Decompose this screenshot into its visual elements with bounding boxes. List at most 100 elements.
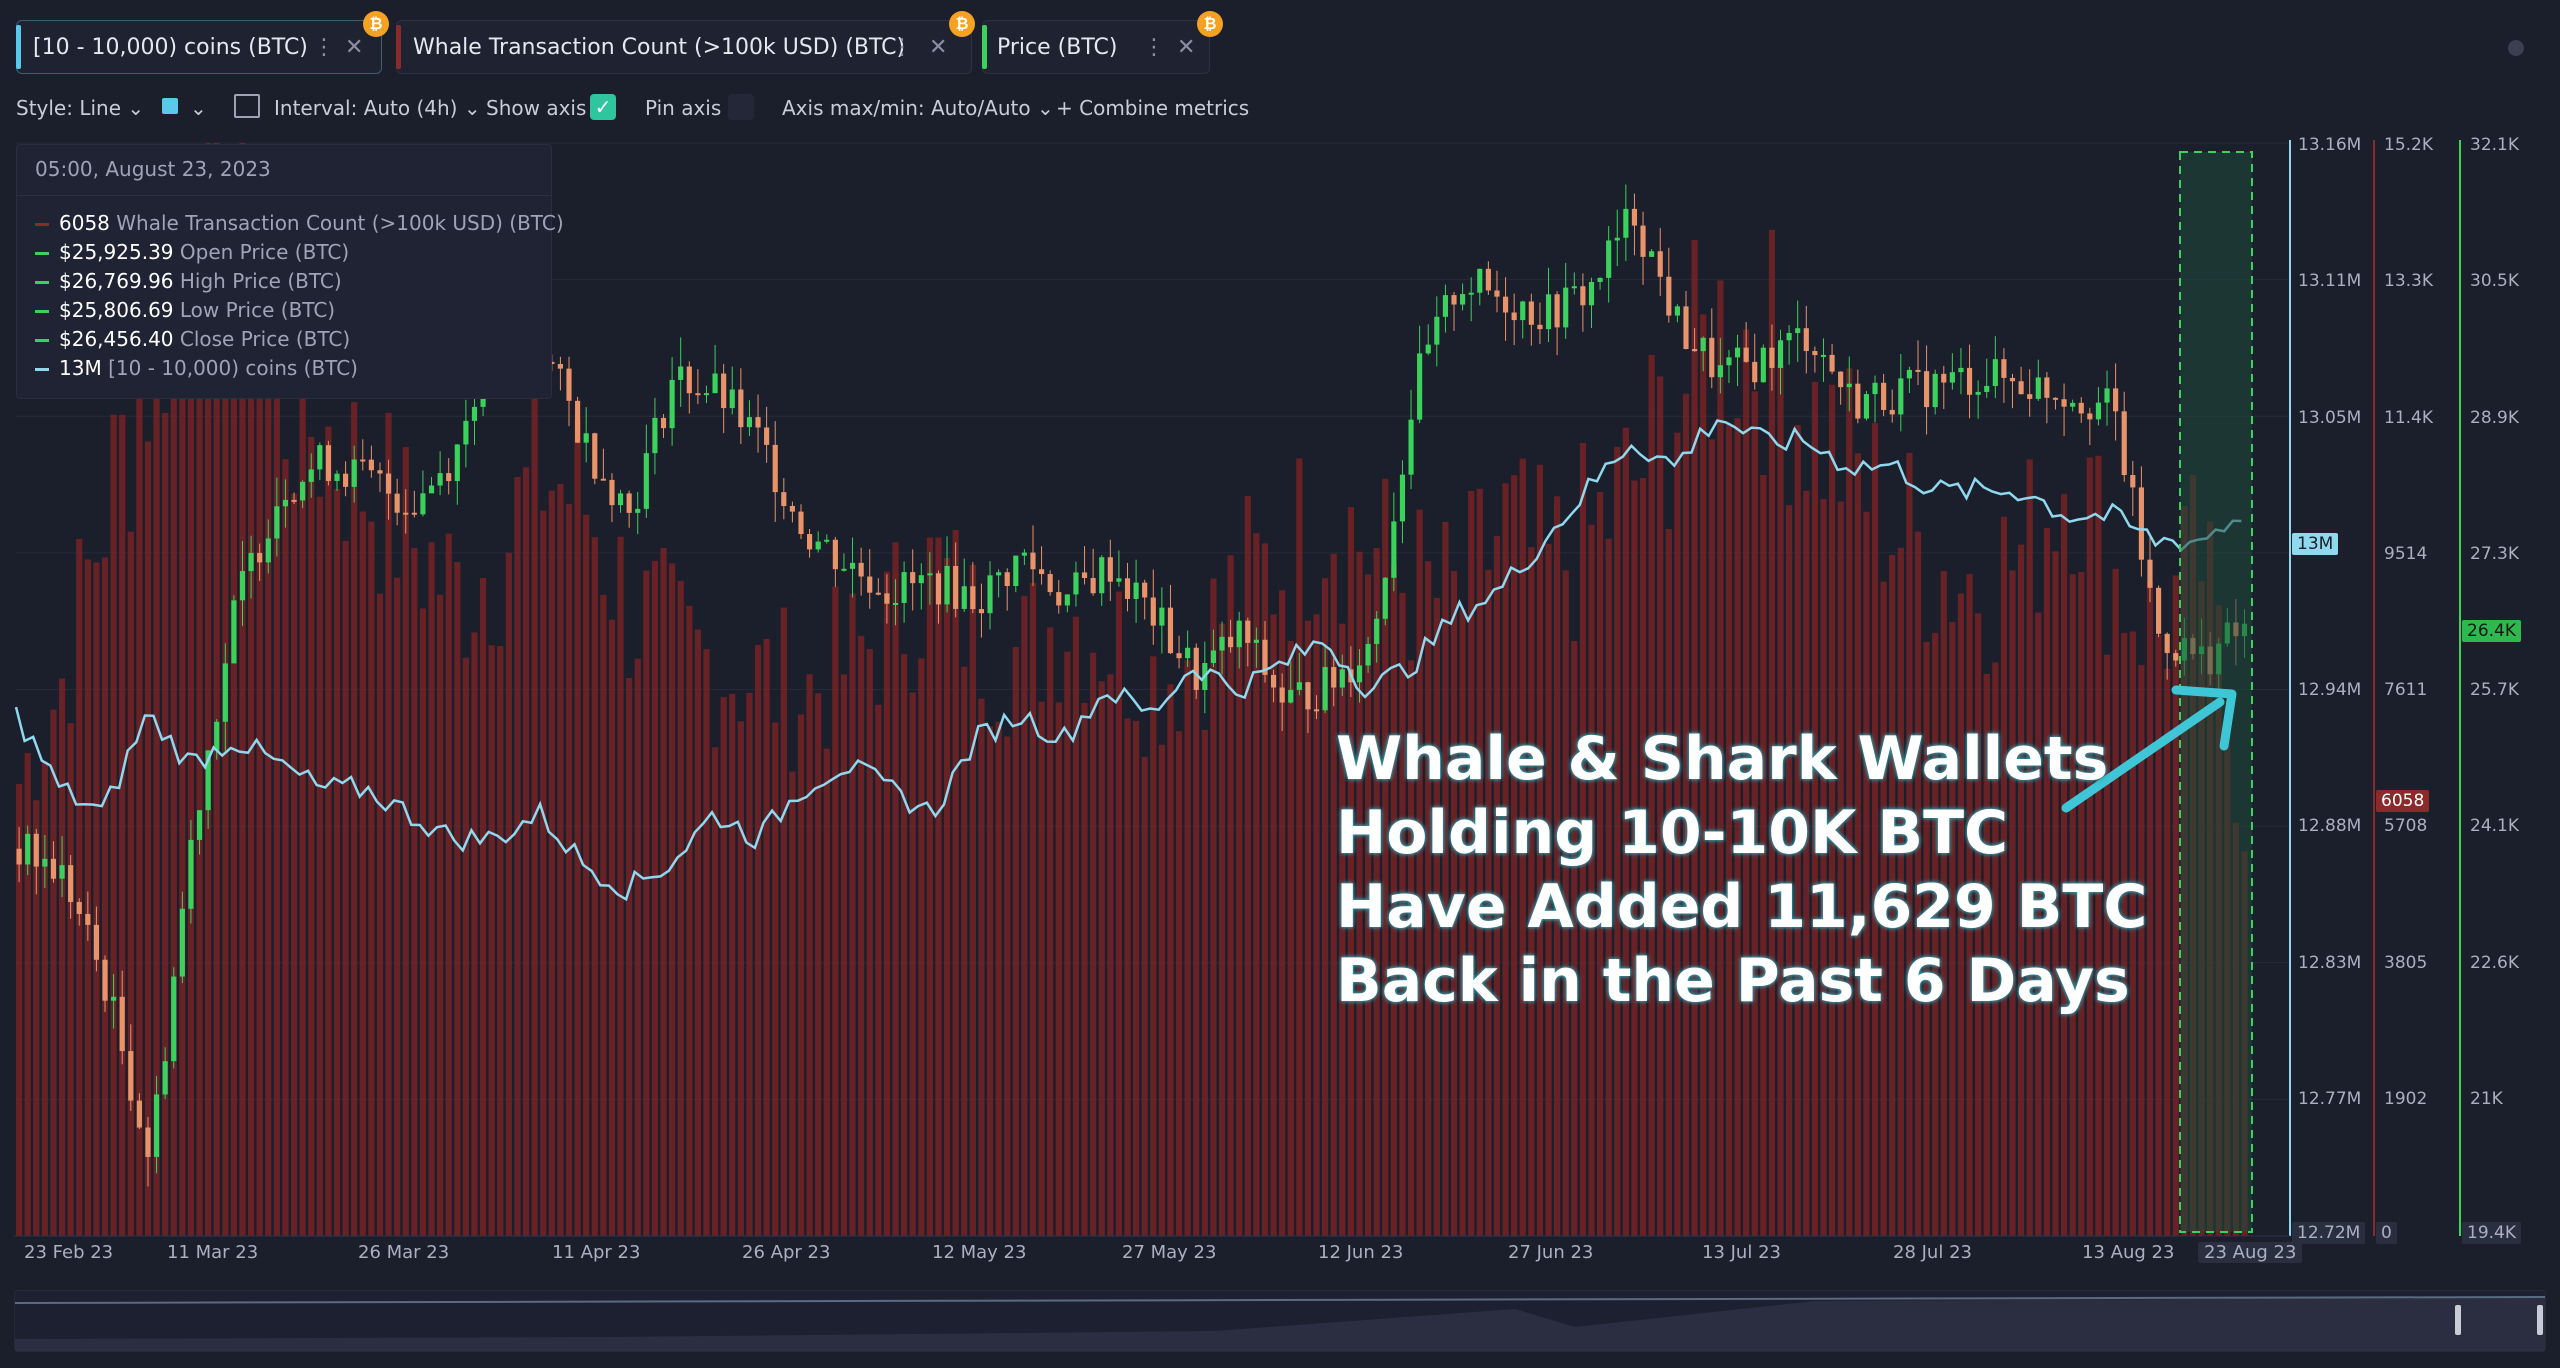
price-candle [2070, 399, 2076, 412]
price-candle [2147, 536, 2153, 603]
whale-tx-bar [359, 511, 366, 1236]
kebab-icon[interactable]: ⋮ [891, 34, 913, 60]
x-tick: 27 May 23 [1122, 1242, 1217, 1263]
price-candle [214, 719, 220, 760]
whale-tx-bar [1794, 425, 1801, 1236]
tab-price[interactable]: Price (BTC) ⋮ ✕ ₿ [982, 11, 1223, 74]
style-selector[interactable]: Style: Line ⌄ [16, 96, 145, 120]
whale-tx-bar [222, 311, 229, 1237]
price-candle [1820, 338, 1827, 382]
whale-tx-bar [24, 753, 31, 1236]
whale-tx-bar [1605, 538, 1612, 1236]
whale-tx-bar [522, 467, 530, 1236]
price-candle [669, 357, 675, 446]
whale-tx-bar [479, 578, 487, 1236]
whale-tx-bar [385, 412, 392, 1236]
whale-tx-bar [1751, 391, 1758, 1237]
range-navigator[interactable] [14, 1290, 2546, 1352]
price-candle [849, 537, 856, 598]
price-candle [772, 421, 778, 522]
whale-tick: 0 [2376, 1222, 2397, 1244]
price-candle [1958, 347, 1964, 395]
whale-tx-bar [754, 644, 762, 1236]
tooltip-value: $25,925.39 [59, 240, 174, 264]
whale-tx-bar [1261, 543, 1269, 1236]
coins-tick: 13.05M [2298, 408, 2362, 428]
price-candle [1941, 365, 1947, 410]
price-candle [1992, 336, 1998, 399]
pin-axis-checkbox[interactable] [728, 94, 754, 120]
price-candle [1399, 460, 1406, 544]
whale-tx-bar [918, 658, 925, 1236]
whale-tx-bar [1356, 551, 1363, 1236]
price-candle [678, 337, 684, 407]
whale-tx-bar [1364, 574, 1372, 1236]
whale-tx-bar [815, 693, 822, 1236]
whale-tx-bar [119, 414, 126, 1236]
price-candle [68, 855, 74, 919]
close-icon[interactable]: ✕ [929, 34, 948, 60]
price-candle [1253, 627, 1259, 668]
close-icon[interactable]: ✕ [345, 34, 364, 60]
whale-tx-bar [1579, 442, 1586, 1237]
interval-selector[interactable]: Interval: Auto (4h) ⌄ [274, 96, 481, 120]
price-candle [1210, 629, 1217, 668]
tab-whale-tx[interactable]: Whale Transaction Count (>100k USD) (BTC… [396, 11, 975, 74]
price-candle [42, 835, 48, 888]
kebab-icon[interactable]: ⋮ [1143, 34, 1165, 60]
price-candle [2164, 632, 2170, 680]
navigator-handle-right[interactable] [2537, 1305, 2543, 1335]
whale-tx-bar [1287, 640, 1294, 1236]
whale-tick: 11.4K [2384, 408, 2433, 428]
price-candle [300, 480, 306, 509]
whale-tx-bar [1038, 701, 1045, 1236]
x-tick: 26 Apr 23 [742, 1242, 831, 1263]
close-icon[interactable]: ✕ [1177, 34, 1196, 60]
chevron-down-icon[interactable]: ⌄ [190, 96, 207, 120]
axis-maxmin-selector[interactable]: Axis max/min: Auto/Auto ⌄ [782, 96, 1054, 120]
whale-tx-bar [1339, 623, 1346, 1236]
price-candle [248, 535, 254, 599]
combine-metrics-button[interactable]: + Combine metrics [1056, 96, 1249, 120]
whale-tx-bar [986, 726, 994, 1236]
price-candle [841, 553, 847, 572]
tooltip-name: Close Price (BTC) [179, 327, 351, 351]
whale-tx-bar [505, 552, 512, 1236]
price-candle [1219, 621, 1225, 675]
price-candle [1846, 356, 1852, 412]
price-candle [463, 399, 469, 468]
navigator-handle-left[interactable] [2455, 1305, 2461, 1335]
price-candle [1356, 649, 1363, 703]
tooltip-row: $26,769.96 High Price (BTC) [35, 269, 342, 293]
whale-tx-bar [1141, 756, 1148, 1236]
price-candle [1528, 293, 1534, 346]
kebab-icon[interactable]: ⋮ [313, 34, 335, 60]
price-candle [2156, 585, 2162, 638]
whale-tx-bar [179, 264, 186, 1236]
show-axis-checkbox[interactable]: ✓ [590, 94, 616, 120]
coins-tick: 12.94M [2298, 680, 2362, 700]
whale-tx-bar [299, 293, 306, 1236]
price-candle [2095, 387, 2102, 426]
whale-tx-bar [1107, 674, 1114, 1236]
whale-tx-bar [488, 645, 495, 1236]
price-candle [128, 1024, 134, 1111]
color-swatch[interactable] [162, 98, 178, 114]
price-candle [1004, 568, 1010, 611]
whale-tx-bar [153, 295, 160, 1236]
tab-accent [982, 25, 987, 69]
price-candle [1554, 291, 1560, 356]
whale-tx-bar [2155, 635, 2162, 1236]
whale-tx-bar [1983, 673, 1990, 1236]
tab-coins[interactable]: [10 - 10,000) coins (BTC) ⋮ ✕ ₿ [16, 11, 389, 74]
price-candle [1838, 371, 1844, 405]
whale-tx-bar [342, 540, 349, 1236]
price-candle [257, 543, 263, 581]
price-candle [1915, 340, 1921, 386]
whale-tx-bar [1004, 736, 1011, 1236]
price-candle [626, 490, 632, 528]
whale-tx-bar [1407, 660, 1415, 1236]
tooltip-value: $25,806.69 [59, 298, 174, 322]
price-candle [1752, 333, 1758, 390]
